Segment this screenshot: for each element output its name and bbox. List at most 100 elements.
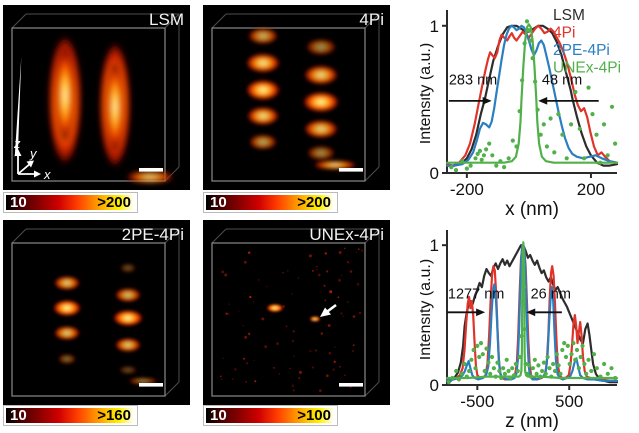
x-tick-label: -200 [450, 180, 484, 199]
scatter-point [547, 366, 552, 371]
noise-speckle [224, 273, 228, 277]
noise-speckle [225, 312, 228, 315]
scatter-point [609, 104, 615, 109]
scatter-point [467, 368, 472, 374]
scatter-point [481, 153, 486, 158]
colorbar-max-label: >200 [297, 194, 331, 211]
noise-speckle [325, 374, 329, 378]
noise-speckle [343, 374, 346, 377]
scatter-point [584, 371, 589, 376]
colorbar-min-label: 10 [210, 407, 227, 424]
scatter-point [459, 371, 464, 376]
scatter-point [538, 132, 543, 137]
scatter-point [446, 380, 451, 385]
scatter-point [577, 126, 582, 131]
noise-speckle [248, 332, 251, 335]
noise-speckle [247, 251, 251, 255]
scatter-point [569, 352, 574, 357]
scatter-point [506, 156, 511, 161]
scatter-point [605, 371, 610, 376]
scatter-point [609, 366, 614, 371]
scatter-point [541, 122, 546, 127]
noise-speckle [329, 290, 333, 294]
noise-speckle [293, 355, 295, 357]
annotation-arrowhead [538, 97, 548, 105]
colorbar-min-label: 10 [10, 407, 27, 424]
wireframe-box [11, 228, 180, 397]
scatter-point [571, 341, 576, 346]
noise-speckle [338, 278, 341, 282]
noise-speckle [257, 279, 260, 281]
series-line-UNEx-4Pi [445, 23, 619, 164]
scatter-point [515, 368, 520, 374]
noise-speckle [298, 377, 301, 379]
scatter-point [613, 141, 618, 146]
series-line-UNEx-4Pi [445, 241, 619, 380]
scatter-point [513, 361, 518, 367]
microscopy-panel-2pe4pi: 2PE-4Pi [3, 220, 190, 405]
scatter-point [530, 366, 535, 371]
scatter-point [578, 354, 583, 360]
series-line-2PE-4Pi [445, 24, 619, 167]
noise-speckle [340, 274, 343, 276]
unex4pi-image: UNEx-4Pi [203, 220, 390, 405]
colorbar-4pi: 10 >200 [204, 193, 337, 212]
scatter-point [484, 346, 489, 351]
scatter-point [502, 165, 507, 170]
noise-speckle [249, 295, 252, 299]
scatter-point [567, 361, 572, 367]
noise-speckle [252, 301, 255, 303]
4pi-image: 4Pi [203, 5, 390, 190]
scatter-point [475, 343, 480, 348]
noise-speckle [356, 283, 360, 286]
scatter-point [473, 156, 478, 161]
scatter-point [477, 354, 482, 360]
x-tick-label: 500 [555, 392, 583, 411]
scatter-point [554, 352, 559, 357]
noise-speckle [332, 368, 335, 371]
noise-speckle [220, 378, 223, 381]
scatter-point [594, 132, 599, 137]
microscopy-panel-lsm: LSM z y x [3, 5, 190, 190]
panel-title: LSM [149, 10, 184, 29]
scale-bar [139, 383, 163, 387]
noise-speckle [243, 260, 247, 264]
legend-entry-4Pi: 4Pi [553, 25, 575, 42]
panel-background [203, 5, 390, 190]
colorbar-min-label: 10 [10, 194, 27, 211]
fluorescence-blobs [246, 28, 357, 170]
scatter-point [586, 85, 591, 90]
noise-speckle [282, 272, 284, 274]
noise-speckle [264, 345, 268, 349]
scatter-point [489, 354, 495, 360]
noise-speckle [320, 332, 324, 335]
axis-label-y: y [29, 146, 38, 161]
scatter-point [488, 371, 493, 376]
scatter-point [506, 368, 511, 374]
noise-speckle [244, 336, 248, 339]
scatter-point [560, 347, 565, 353]
noise-speckle [357, 248, 360, 251]
scatter-point [480, 352, 485, 357]
noise-speckle [292, 330, 295, 333]
noise-speckle [242, 324, 245, 327]
scatter-point [464, 166, 469, 171]
2pe4pi-image: 2PE-4Pi [3, 220, 190, 405]
panel-background [3, 220, 190, 405]
noise-speckle [308, 254, 312, 258]
noise-speckle [324, 252, 327, 255]
scatter-point [602, 361, 607, 367]
noise-speckle [352, 344, 355, 347]
noise-speckle [265, 285, 268, 288]
noise-speckle [327, 324, 331, 327]
annotation-arrowhead [526, 308, 536, 317]
noise-speckle [355, 251, 358, 254]
scatter-point [591, 352, 597, 357]
y-tick-label: 0 [430, 164, 439, 183]
noise-speckle [324, 299, 327, 302]
scatter-point [510, 138, 515, 143]
scatter-point [594, 366, 599, 371]
scatter-point [510, 366, 515, 371]
wireframe-box [211, 228, 380, 397]
